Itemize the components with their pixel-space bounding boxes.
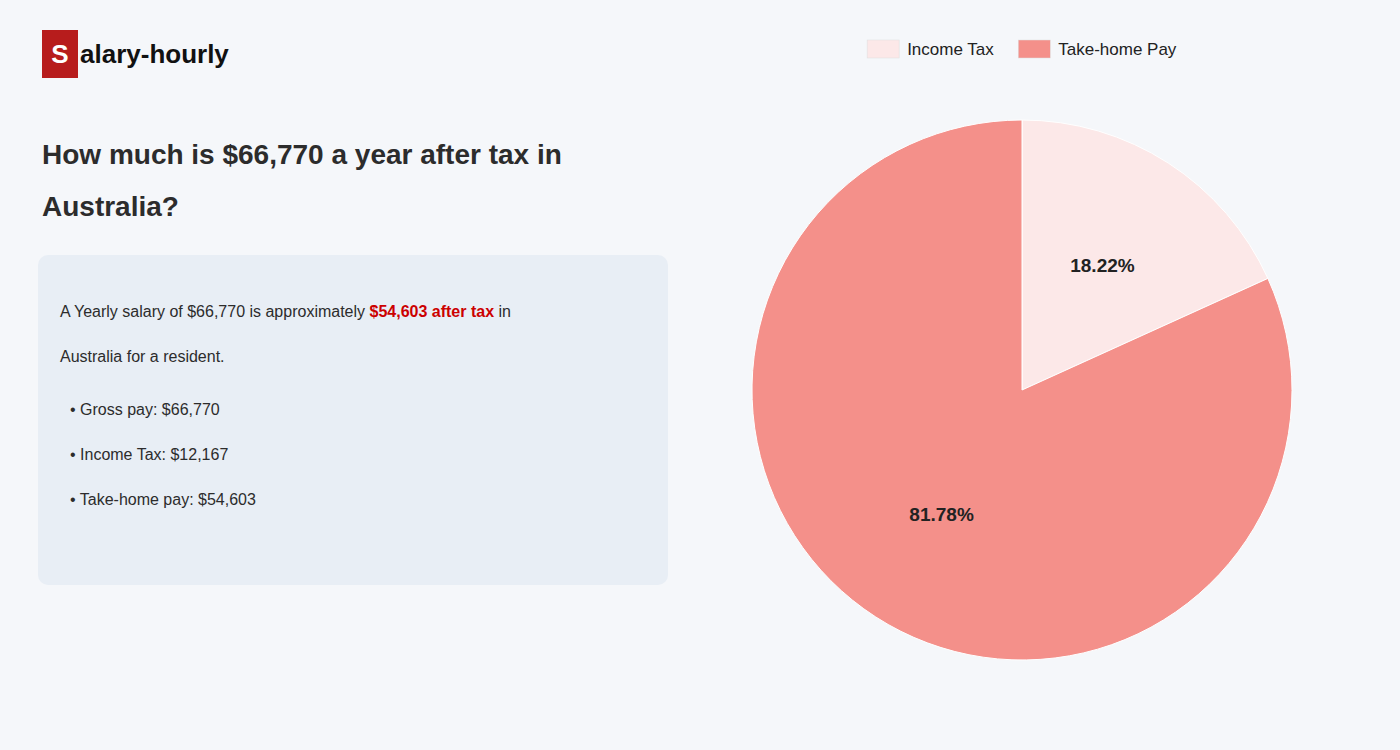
legend-swatch bbox=[1018, 40, 1050, 58]
logo-letter: S bbox=[51, 39, 68, 69]
logo-box bbox=[42, 30, 78, 78]
pie-slice bbox=[752, 120, 1292, 660]
chart: Salary-hourly How much is $66,770 a year … bbox=[0, 0, 1400, 750]
data-label: 18.22% bbox=[1070, 255, 1135, 276]
legend: Income Tax Take-home Pay bbox=[867, 40, 1177, 59]
legend-item: Income Tax bbox=[867, 40, 994, 59]
legend-swatch bbox=[867, 40, 899, 58]
logo: Salary-hourly bbox=[42, 30, 229, 78]
info-text: A Yearly salary of $66,770 is approximat… bbox=[60, 303, 370, 320]
info-line: A Yearly salary of $66,770 is approximat… bbox=[60, 303, 511, 320]
info-highlight: $54,603 after tax bbox=[370, 303, 495, 320]
info-box bbox=[38, 255, 668, 585]
logo-text: alary-hourly bbox=[80, 39, 229, 69]
data-label: 81.78% bbox=[909, 504, 974, 525]
legend-label: Take-home Pay bbox=[1058, 40, 1177, 59]
legend-item: Take-home Pay bbox=[1018, 40, 1177, 59]
bullet-item: • Income Tax: $12,167 bbox=[70, 446, 228, 463]
title: Australia? bbox=[42, 191, 179, 222]
pie bbox=[752, 120, 1292, 660]
title: How much is $66,770 a year after tax in bbox=[42, 139, 562, 170]
bullet-item: • Take-home pay: $54,603 bbox=[70, 491, 256, 508]
legend-label: Income Tax bbox=[907, 40, 994, 59]
bullet-item: • Gross pay: $66,770 bbox=[70, 401, 220, 418]
data-labels: 18.22% 81.78% bbox=[909, 255, 1134, 526]
background bbox=[0, 0, 1400, 750]
info-text: in bbox=[494, 303, 511, 320]
info-text: Australia for a resident. bbox=[60, 348, 225, 365]
